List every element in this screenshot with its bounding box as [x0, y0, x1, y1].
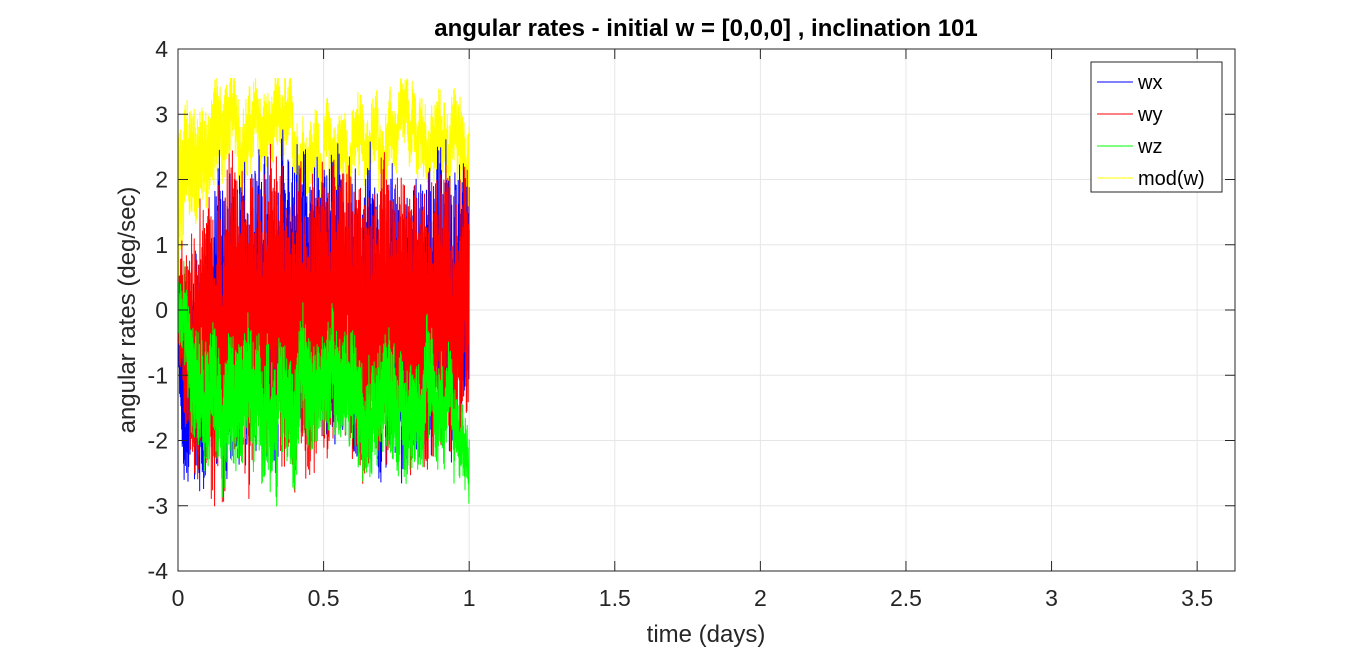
- y-tick-label: 4: [155, 36, 168, 62]
- y-axis-label: angular rates (deg/sec): [114, 187, 141, 434]
- y-tick-label: -4: [148, 558, 169, 584]
- legend-entry: mod(w): [1138, 168, 1205, 190]
- legend-entry: wx: [1137, 72, 1162, 94]
- x-tick-label: 2.5: [890, 585, 922, 611]
- x-tick-label: 3.5: [1181, 585, 1213, 611]
- y-tick-label: -1: [148, 362, 168, 388]
- x-tick-label: 3: [1045, 585, 1058, 611]
- y-tick-label: 3: [155, 101, 168, 127]
- y-tick-labels: -4 -3 -2 -1 0 1 2 3 4: [148, 36, 169, 584]
- x-tick-labels: 0 0.5 1 1.5 2 2.5 3 3.5: [172, 585, 1214, 611]
- y-tick-label: 0: [155, 297, 168, 323]
- series-line-modw: [177, 77, 470, 282]
- legend-entry: wz: [1137, 136, 1162, 158]
- y-tick-label: -2: [148, 428, 168, 454]
- x-tick-label: 1.5: [599, 585, 631, 611]
- series-line-wy: [177, 143, 470, 507]
- legend-entry: wy: [1137, 104, 1162, 126]
- legend-box: [1090, 61, 1223, 193]
- x-tick-label: 0.5: [308, 585, 340, 611]
- legend: wx wy wz mod(w): [1090, 61, 1223, 193]
- y-tick-label: 2: [155, 167, 168, 193]
- x-tick-label: 0: [172, 585, 185, 611]
- chart-title: angular rates - initial w = [0,0,0] , in…: [434, 15, 978, 42]
- x-axis-label: time (days): [647, 621, 766, 648]
- x-tick-label: 1: [463, 585, 476, 611]
- x-tick-label: 2: [754, 585, 767, 611]
- series-line-wz: [177, 260, 470, 507]
- axis-ticks: [177, 48, 1235, 572]
- y-tick-label: 1: [155, 232, 168, 258]
- y-tick-label: -3: [148, 493, 168, 519]
- plot-series: [177, 77, 470, 507]
